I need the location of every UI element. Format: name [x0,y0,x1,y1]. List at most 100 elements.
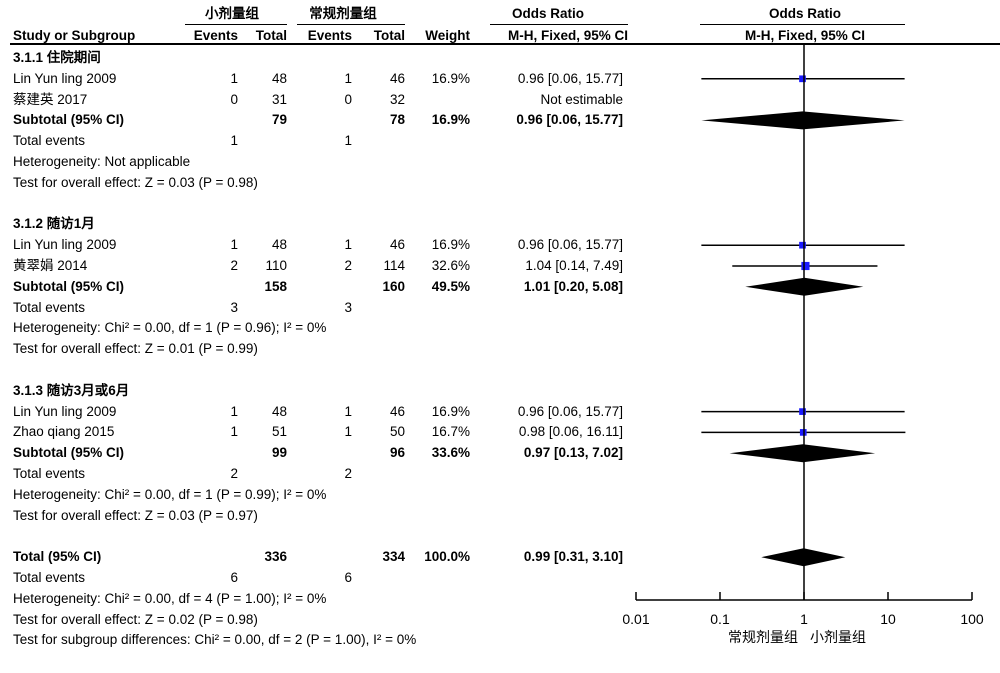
total1-value: 48 [271,403,287,419]
x-tick-label: 0.1 [710,611,730,627]
events2-value: 1 [344,424,352,440]
total2-value: 32 [389,91,405,107]
ci-value: 0.96 [0.06, 15.77] [516,112,623,128]
ci-value: 0.97 [0.13, 7.02] [523,445,623,461]
row-label: 蔡建英 2017 [13,91,88,107]
total1-header: Total [255,28,287,43]
total2-value: 46 [389,70,405,86]
row-label: Test for overall effect: Z = 0.03 (P = 0… [13,174,258,190]
events2-value: 1 [344,403,352,419]
row-label: 3.1.2 随访1月 [13,216,95,232]
events1-value: 2 [230,258,238,273]
total1-value: 31 [271,91,287,107]
ci-value: 0.98 [0.06, 16.11] [518,424,623,440]
weight-value: 16.9% [431,237,470,253]
total2-value: 46 [389,403,405,419]
total1-value: 158 [264,278,287,294]
row-label: Total events [13,299,86,315]
weight-value: 33.6% [431,445,470,461]
events1-value: 1 [230,133,238,149]
group2-header: 常规剂量组 [309,6,377,21]
favours-left-label: 常规剂量组 [728,629,798,645]
x-tick-label: 10 [880,611,896,627]
total2-value: 78 [389,112,405,128]
events2-value: 1 [344,70,352,86]
row-label: Test for overall effect: Z = 0.03 (P = 0… [13,507,258,523]
weight-value: 16.9% [431,403,470,419]
events1-header: Events [193,28,238,43]
header-group-underline [185,24,287,25]
events2-value: 1 [344,237,352,253]
study-square [799,241,806,249]
row-label: Test for overall effect: Z = 0.01 (P = 0… [13,341,258,357]
method-header: M-H, Fixed, 95% CI [507,28,628,43]
group1-header: 小剂量组 [205,6,259,21]
events1-value: 1 [230,70,238,86]
row-label: Subtotal (95% CI) [13,112,125,128]
x-tick-label: 1 [800,611,808,627]
row-label: Total events [13,570,86,585]
total2-value: 160 [382,278,405,294]
events2-value: 1 [344,133,352,149]
total1-value: 110 [265,258,287,273]
row-label: 黄翠娟 2014 [13,258,88,273]
events2-value: 2 [344,466,352,481]
row-label: 3.1.3 随访3月或6月 [13,382,130,398]
row-label: Heterogeneity: Chi² = 0.00, df = 1 (P = … [13,486,327,502]
events1-value: 1 [230,403,238,419]
events1-value: 2 [230,466,238,481]
weight-value: 16.9% [431,112,470,128]
events2-value: 6 [344,570,352,585]
ci-value: 1.01 [0.20, 5.08] [523,278,623,294]
summary-diamond [701,111,905,130]
total2-header: Total [373,28,405,43]
total1-value: 99 [271,445,287,461]
header-rule [10,43,1000,45]
events2-header: Events [307,28,352,43]
row-label: Heterogeneity: Not applicable [13,154,191,169]
events1-value: 6 [230,570,238,585]
total1-value: 79 [271,112,287,128]
weight-value: 49.5% [431,278,470,294]
weight-value: 16.9% [431,70,470,86]
row-label: Lin Yun ling 2009 [13,237,117,253]
study-square [799,75,806,83]
total1-value: 48 [271,237,287,253]
row-label: Lin Yun ling 2009 [13,403,117,419]
row-label: Total events [13,133,86,149]
row-label: Test for overall effect: Z = 0.02 (P = 0… [13,611,258,627]
weight-value: 32.6% [431,258,470,273]
total1-value: 48 [271,70,287,86]
x-tick-label: 0.01 [622,611,649,627]
favours-right-label: 小剂量组 [810,629,866,645]
plot-method-header: M-H, Fixed, 95% CI [744,28,866,43]
row-label: Subtotal (95% CI) [13,278,125,294]
total2-value: 50 [389,424,405,440]
events2-value: 0 [344,91,352,107]
events2-value: 2 [344,258,352,273]
total2-value: 334 [382,549,405,565]
total1-value: 51 [271,424,287,440]
header-group-underline [490,24,628,25]
row-label: Subtotal (95% CI) [13,445,125,461]
ci-value: Not estimable [540,91,623,107]
events1-value: 3 [230,299,238,315]
ci-value: 0.96 [0.06, 15.77] [517,70,623,86]
row-label: Total events [13,466,86,481]
summary-diamond [729,444,876,463]
header-group-underline [297,24,405,25]
weight-value: 100.0% [424,549,470,565]
events2-value: 3 [344,299,352,315]
events1-value: 1 [230,237,238,253]
row-label: Heterogeneity: Chi² = 0.00, df = 1 (P = … [13,320,327,336]
total1-value: 336 [264,549,287,565]
header-group-underline [700,24,905,25]
ci-value: 1.04 [0.14, 7.49] [525,258,623,273]
weight-header: Weight [425,28,470,43]
row-label: Heterogeneity: Chi² = 0.00, df = 4 (P = … [13,590,327,606]
ci-value: 0.96 [0.06, 15.77] [517,403,623,419]
total2-value: 96 [389,445,405,461]
weight-value: 16.7% [431,424,470,440]
